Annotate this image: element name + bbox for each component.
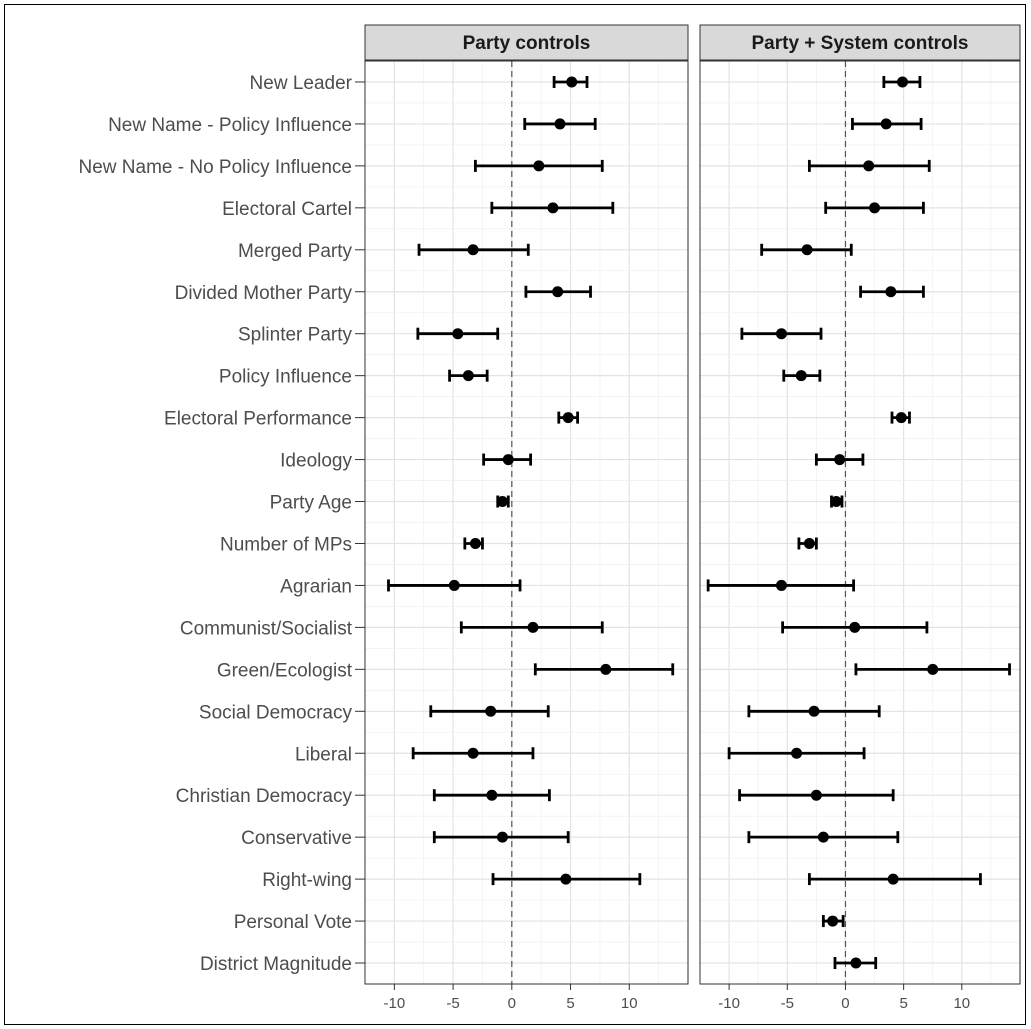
category-label: Merged Party <box>238 241 353 262</box>
point-estimate <box>502 454 514 466</box>
panel-strip <box>699 24 1021 61</box>
point-estimate <box>810 789 822 801</box>
point-estimate <box>830 496 842 508</box>
x-tick-label: 10 <box>621 995 638 1012</box>
point-estimate <box>469 537 481 549</box>
panel-title: Party controls <box>463 33 591 54</box>
x-tick-label: 0 <box>841 995 849 1012</box>
x-tick-label: 5 <box>566 995 574 1012</box>
point-estimate <box>554 118 566 130</box>
point-estimate <box>869 202 881 214</box>
category-label: New Name - No Policy Influence <box>79 157 353 178</box>
point-estimate <box>496 831 508 843</box>
point-estimate <box>560 873 572 885</box>
point-estimate <box>775 579 787 591</box>
category-label: Party Age <box>270 493 352 514</box>
x-tick-label: 10 <box>953 995 970 1012</box>
point-estimate <box>547 202 559 214</box>
category-label: Personal Vote <box>234 912 352 933</box>
category-label: Divided Mother Party <box>175 283 353 304</box>
category-label: Agrarian <box>280 576 352 597</box>
point-estimate <box>927 663 939 675</box>
category-label: Electoral Performance <box>164 409 352 430</box>
point-estimate <box>885 286 897 298</box>
point-estimate <box>808 705 820 717</box>
x-tick-label: -5 <box>781 995 794 1012</box>
panel-title: Party + System controls <box>751 33 968 54</box>
point-estimate <box>552 286 564 298</box>
category-label: New Leader <box>250 73 353 94</box>
point-estimate <box>850 957 862 969</box>
panel-strip <box>364 24 689 61</box>
point-estimate <box>496 496 508 508</box>
panel-border <box>364 60 689 985</box>
point-estimate <box>448 579 460 591</box>
x-tick-label: -10 <box>718 995 740 1012</box>
point-estimate <box>863 160 875 172</box>
point-estimate <box>791 747 803 759</box>
category-label: Social Democracy <box>199 702 353 723</box>
category-label: New Name - Policy Influence <box>108 115 352 136</box>
point-estimate <box>795 370 807 382</box>
category-label: Policy Influence <box>219 367 352 388</box>
point-estimate <box>803 537 815 549</box>
point-estimate <box>827 915 839 927</box>
figure-frame <box>4 4 1026 1025</box>
x-tick-label: 5 <box>899 995 907 1012</box>
point-estimate <box>562 412 574 424</box>
x-tick-label: -10 <box>384 995 406 1012</box>
point-estimate <box>566 76 578 88</box>
category-label: Conservative <box>241 828 352 849</box>
category-label: Christian Democracy <box>176 786 353 807</box>
point-estimate <box>817 831 829 843</box>
point-estimate <box>486 789 498 801</box>
category-label: Ideology <box>280 451 352 472</box>
category-label: Communist/Socialist <box>180 618 353 639</box>
point-estimate <box>880 118 892 130</box>
category-label: District Magnitude <box>200 954 352 975</box>
category-label: Liberal <box>295 744 352 765</box>
panel-border <box>699 60 1021 985</box>
point-estimate <box>896 76 908 88</box>
category-label: Electoral Cartel <box>222 199 352 220</box>
point-estimate <box>533 160 545 172</box>
point-estimate <box>467 244 479 256</box>
x-tick-label: -5 <box>446 995 459 1012</box>
x-tick-label: 0 <box>508 995 516 1012</box>
category-label: Green/Ecologist <box>217 660 353 681</box>
point-estimate <box>485 705 497 717</box>
point-estimate <box>801 244 813 256</box>
point-estimate <box>467 747 479 759</box>
category-label: Splinter Party <box>238 325 353 346</box>
point-estimate <box>462 370 474 382</box>
point-estimate <box>849 621 861 633</box>
category-label: Right-wing <box>262 870 352 891</box>
point-estimate <box>527 621 539 633</box>
point-estimate <box>895 412 907 424</box>
point-estimate <box>775 328 787 340</box>
point-estimate <box>887 873 899 885</box>
point-estimate <box>834 454 846 466</box>
point-estimate <box>452 328 464 340</box>
point-estimate <box>600 663 612 675</box>
category-label: Number of MPs <box>220 534 352 555</box>
